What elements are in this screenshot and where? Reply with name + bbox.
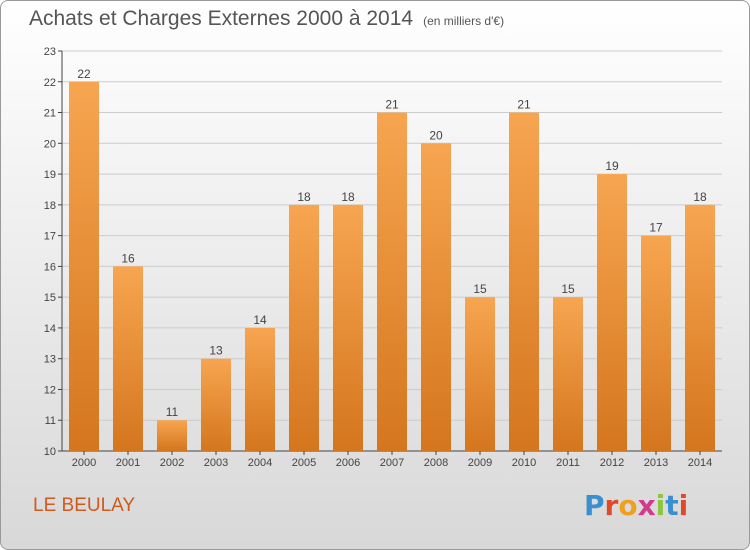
bar-2005	[289, 204, 319, 451]
data-label-2000: 22	[77, 67, 91, 81]
data-label-2005: 18	[297, 190, 311, 204]
x-tick-label-2007: 2007	[380, 457, 404, 469]
x-tick-label-2009: 2009	[468, 457, 492, 469]
y-tick-label: 19	[44, 169, 56, 181]
bar-2014	[685, 204, 715, 451]
bar-2011	[553, 297, 583, 451]
bar-2010	[509, 112, 539, 452]
x-tick-label-2005: 2005	[292, 457, 316, 469]
bar-2012	[597, 174, 627, 452]
brand-letter: x	[637, 489, 656, 522]
data-label-2007: 21	[385, 98, 399, 112]
x-tick-label-2010: 2010	[512, 457, 536, 469]
y-tick-label: 18	[44, 200, 56, 212]
y-tick-label: 17	[44, 231, 56, 243]
data-label-2004: 14	[253, 313, 267, 327]
x-tick-label-2011: 2011	[556, 457, 580, 469]
brand-letter: P	[584, 489, 605, 522]
data-label-2010: 21	[517, 98, 531, 112]
brand-letter: i	[678, 489, 689, 522]
bar-2002	[157, 420, 187, 451]
x-tick-label-2003: 2003	[204, 457, 228, 469]
y-tick-label: 20	[44, 138, 56, 150]
y-tick-label: 12	[44, 384, 56, 396]
y-tick-label: 11	[45, 415, 56, 427]
brand-letter: o	[618, 489, 638, 522]
brand-letter: r	[604, 489, 619, 522]
y-tick-label: 22	[44, 77, 56, 89]
bar-2013	[641, 235, 671, 451]
data-label-2012: 19	[605, 159, 619, 173]
chart-unit: (en milliers d'€)	[423, 14, 505, 28]
y-tick-label: 23	[44, 46, 56, 58]
y-tick-label: 16	[44, 261, 56, 273]
x-tick-label-2014: 2014	[688, 457, 712, 469]
data-label-2006: 18	[341, 190, 355, 204]
data-label-2013: 17	[649, 221, 663, 235]
bar-2004	[245, 327, 275, 451]
data-label-2002: 11	[166, 405, 179, 419]
y-tick-label: 10	[44, 446, 56, 458]
data-label-2009: 15	[473, 282, 487, 296]
x-tick-label-2008: 2008	[424, 457, 448, 469]
brand-logo: Proxiti	[584, 489, 688, 522]
bar-2006	[333, 204, 363, 451]
data-label-2001: 16	[121, 251, 135, 265]
location-label: LE BEULAY	[33, 495, 136, 516]
x-tick-label-2006: 2006	[336, 457, 360, 469]
data-label-2003: 13	[209, 344, 223, 358]
bar-2009	[465, 297, 495, 451]
bar-2008	[421, 143, 451, 452]
data-label-2008: 20	[429, 128, 443, 142]
chart-title: Achats et Charges Externes 2000 à 2014 (e…	[29, 7, 504, 31]
x-tick-label-2000: 2000	[72, 457, 96, 469]
x-tick-label-2013: 2013	[644, 457, 668, 469]
brand-letter: t	[665, 489, 679, 522]
x-tick-label-2012: 2012	[600, 457, 624, 469]
bar-2003	[201, 358, 231, 451]
bar-2000	[69, 81, 99, 452]
data-label-2014: 18	[693, 190, 707, 204]
y-tick-label: 21	[44, 108, 56, 120]
y-tick-label: 14	[44, 323, 56, 335]
brand-letter: i	[655, 489, 666, 522]
x-tick-label-2004: 2004	[248, 457, 272, 469]
bar-2001	[113, 266, 143, 451]
chart-title-text: Achats et Charges Externes 2000 à 2014	[29, 7, 414, 30]
y-tick-label: 13	[44, 354, 56, 366]
data-label-2011: 15	[561, 282, 575, 296]
x-tick-label-2001: 2001	[116, 457, 140, 469]
bar-2007	[377, 112, 407, 452]
x-tick-label-2002: 2002	[160, 457, 184, 469]
y-tick-label: 15	[44, 292, 56, 304]
